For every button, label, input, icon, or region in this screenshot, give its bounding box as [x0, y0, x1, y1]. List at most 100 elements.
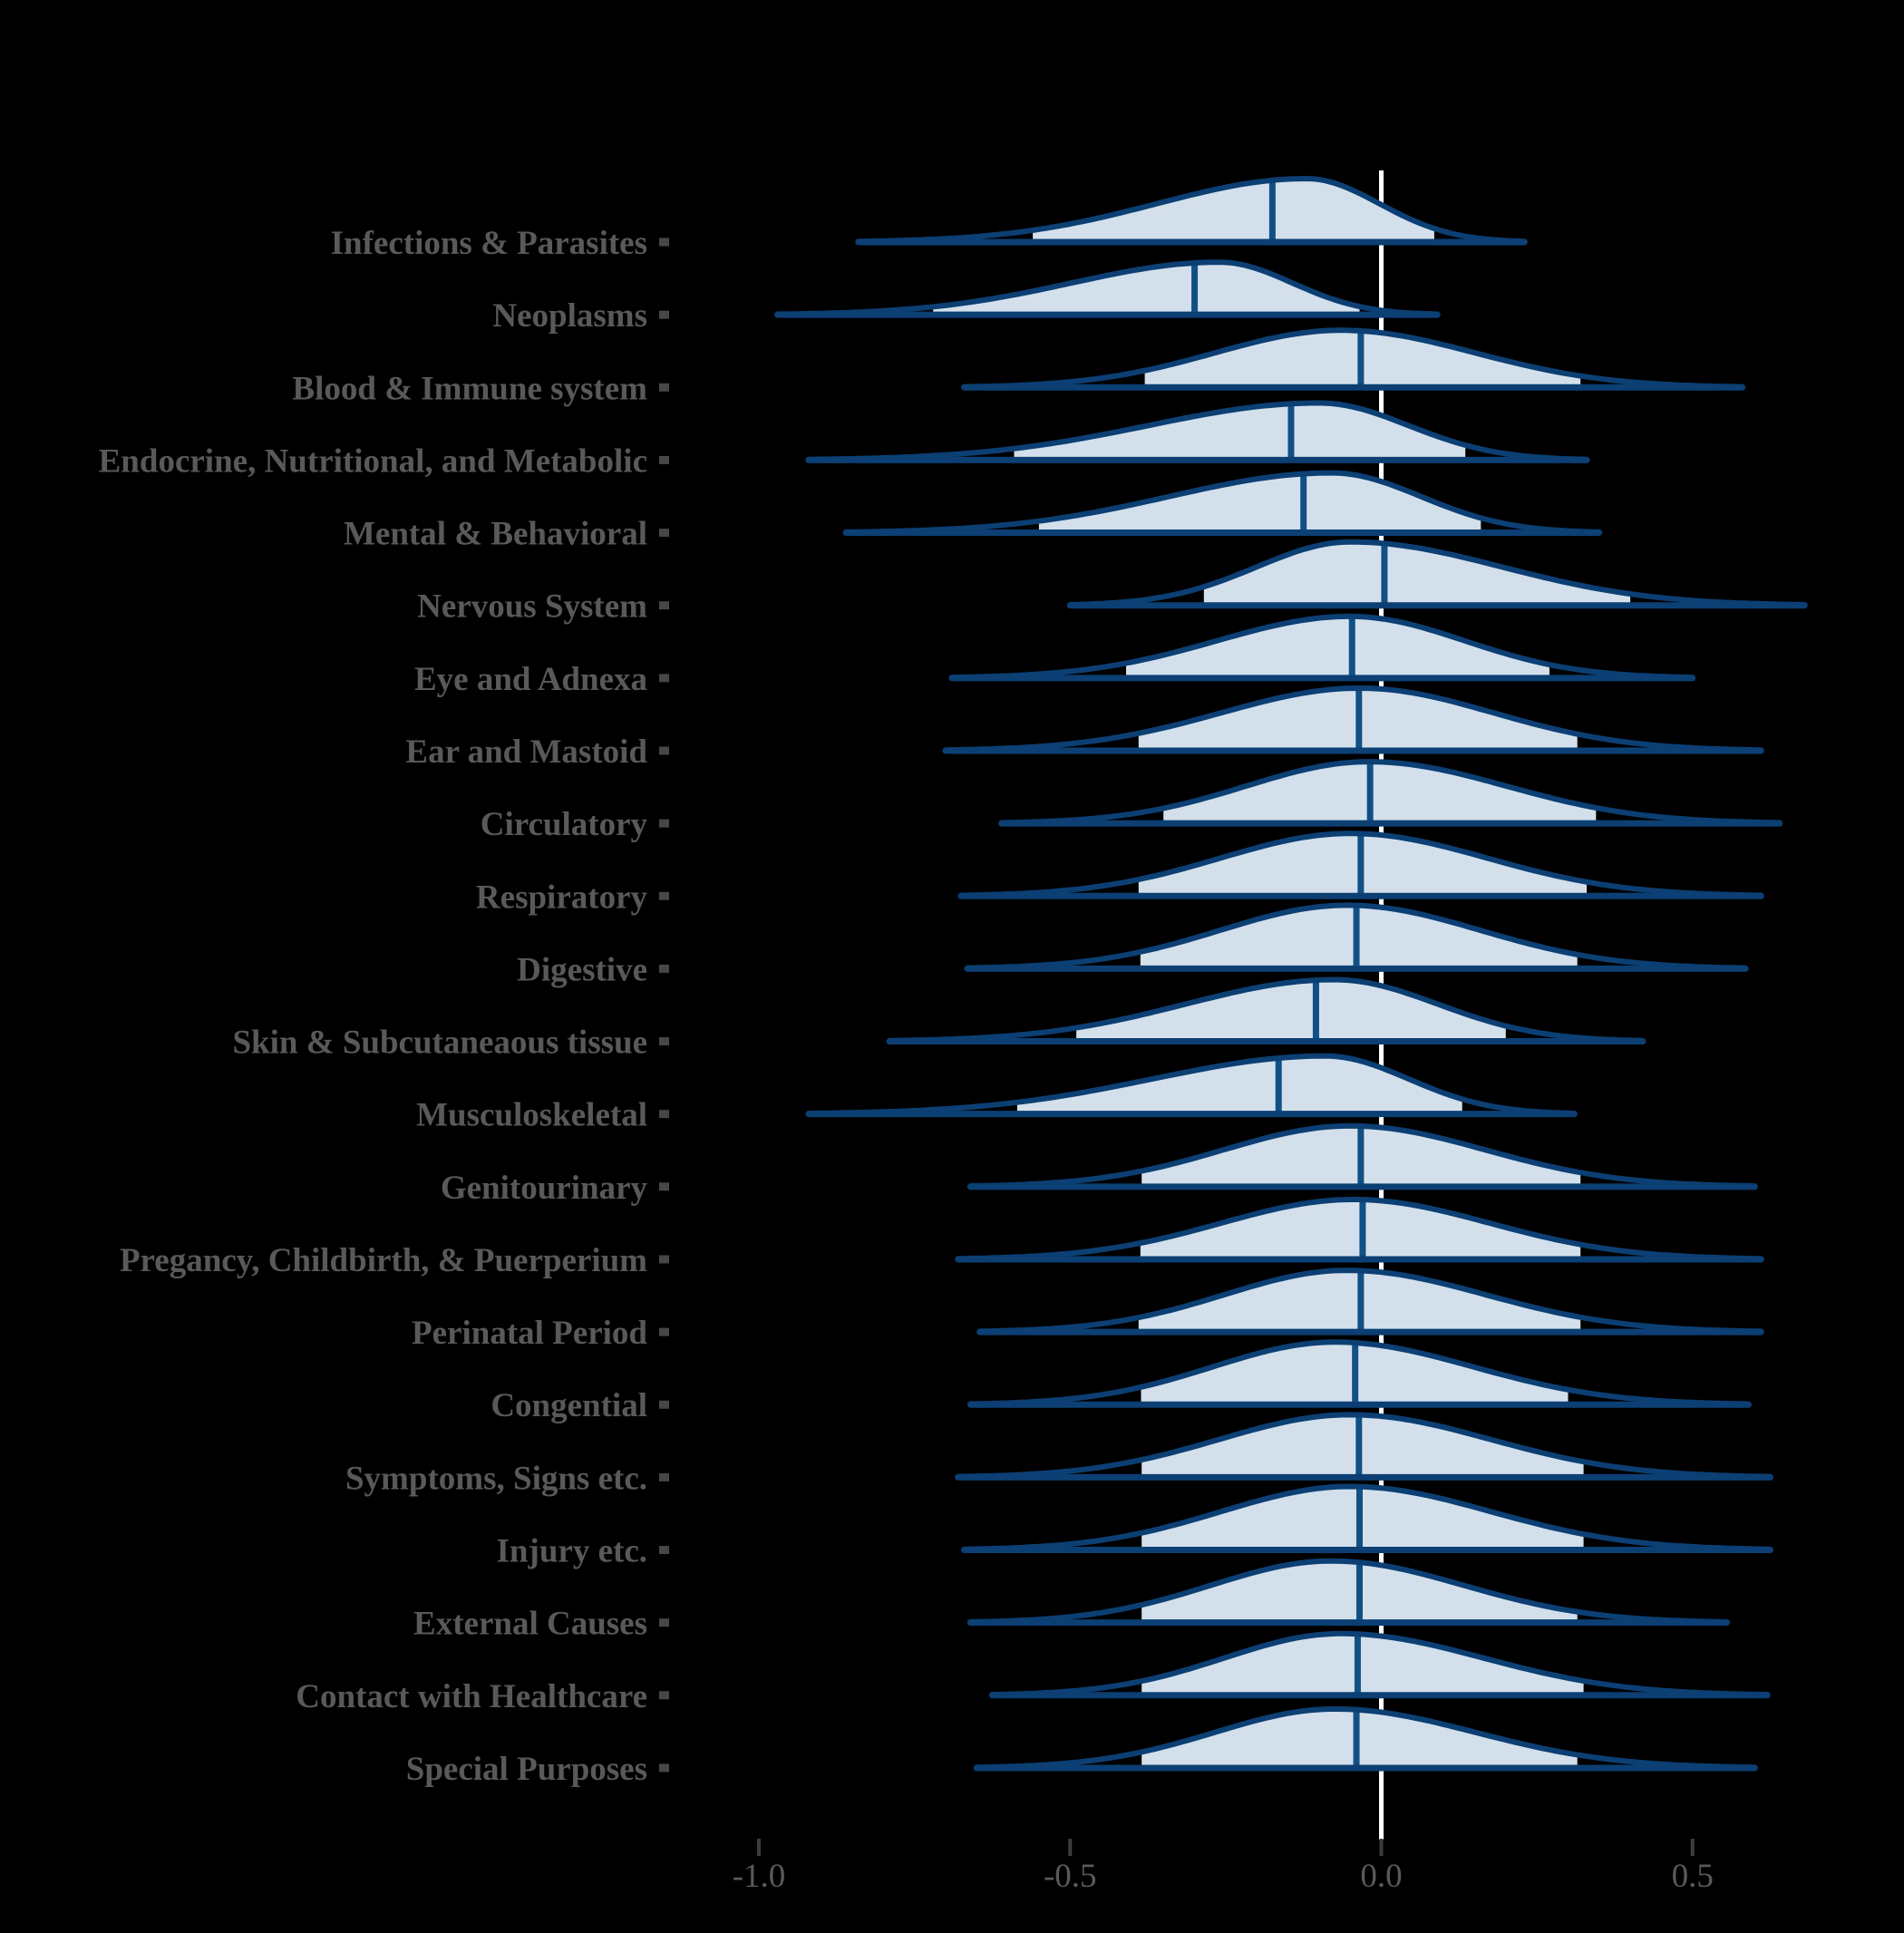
density-quantile-fill [1203, 541, 1631, 606]
x-axis-tick-label: -1.0 [733, 1858, 786, 1895]
ridge-row-injury-etc: Injury etc. [497, 1483, 1774, 1570]
ridge-row-external-causes: External Causes [413, 1558, 1731, 1643]
category-tick [659, 1110, 669, 1119]
ridgeline-chart-canvas: Infections & Parasites Neoplasms Blood & I… [99, 170, 1808, 1895]
category-tick [659, 1763, 669, 1773]
category-label-perinatal-period: Perinatal Period [412, 1315, 647, 1352]
category-label-blood-immune-system: Blood & Immune system [292, 370, 647, 407]
category-tick [659, 455, 669, 464]
density-quantile-fill [1126, 616, 1549, 678]
ridge-row-neoplasms: Neoplasms [492, 259, 1441, 335]
density-outline [948, 613, 1695, 681]
density-quantile-fill [1014, 403, 1466, 461]
density-outline [976, 1268, 1764, 1335]
ridge-row-nervous-system: Nervous System [417, 539, 1808, 626]
category-tick [659, 674, 669, 683]
category-label-mental-behavioral: Mental & Behavioral [344, 516, 647, 553]
category-label-contact-with-healthcare: Contact with Healthcare [296, 1678, 647, 1715]
x-axis-tick-label: 0.5 [1672, 1858, 1714, 1895]
ridge-row-musculoskeletal: Musculoskeletal [416, 1053, 1578, 1134]
density-outline [805, 1053, 1578, 1116]
density-quantile-fill [1038, 472, 1481, 533]
category-label-infections-parasites: Infections & Parasites [331, 225, 647, 262]
density-outline [998, 759, 1783, 826]
density-outline [1067, 539, 1808, 607]
category-tick [659, 310, 669, 319]
category-tick [659, 1472, 669, 1481]
density-outline [967, 1558, 1730, 1625]
category-tick [659, 1546, 669, 1555]
category-label-eye-and-adnexa: Eye and Adnexa [414, 661, 647, 698]
density-outline [774, 259, 1441, 317]
category-label-nervous-system: Nervous System [417, 588, 647, 626]
category-label-pregancy-childbirth-puerperium: Pregancy, Childbirth, & Puerperium [120, 1242, 647, 1279]
ridge-row-perinatal-period: Perinatal Period [412, 1268, 1764, 1352]
ridge-row-digestive: Digestive [517, 902, 1749, 988]
density-quantile-fill [1163, 762, 1597, 824]
density-outline [961, 1483, 1773, 1552]
category-label-digestive: Digestive [517, 951, 647, 988]
ridgeline-chart-figure: Infections & Parasites Neoplasms Blood & I… [36, 15, 1904, 1918]
category-label-external-causes: External Causes [413, 1606, 647, 1643]
category-tick [659, 1327, 669, 1336]
category-label-special-purposes: Special Purposes [406, 1751, 647, 1788]
ridge-row-ear-and-mastoid: Ear and Mastoid [405, 685, 1764, 771]
ridge-row-mental-behavioral: Mental & Behavioral [344, 470, 1603, 553]
density-outline [961, 327, 1745, 390]
x-axis: -1.0 -0.5 0.0 0.5 [733, 1839, 1714, 1895]
density-quantile-fill [1076, 979, 1506, 1042]
density-outline [967, 1122, 1758, 1190]
ridge-row-endocrine-nutritional-and-metabolic: Endocrine, Nutritional, and Metabolic [99, 400, 1590, 480]
ridge-row-special-purposes: Special Purposes [406, 1706, 1758, 1788]
density-outline [805, 400, 1589, 462]
category-label-symptoms-signs-etc: Symptoms, Signs etc. [345, 1460, 647, 1497]
ridge-row-pregancy-childbirth-puerperium: Pregancy, Childbirth, & Puerperium [120, 1197, 1764, 1279]
density-outline [974, 1706, 1758, 1771]
category-tick [659, 1400, 669, 1409]
density-outline [958, 831, 1764, 899]
category-label-genitourinary: Genitourinary [441, 1170, 648, 1207]
density-quantile-fill [933, 262, 1360, 316]
category-label-endocrine-nutritional-and-metabolic: Endocrine, Nutritional, and Metabolic [99, 442, 647, 480]
ridge-row-eye-and-adnexa: Eye and Adnexa [414, 613, 1696, 698]
category-label-musculoskeletal: Musculoskeletal [416, 1097, 647, 1134]
ridge-row-genitourinary: Genitourinary [441, 1122, 1758, 1207]
category-label-skin-subcutaneaous-tissue: Skin & Subcutaneaous tissue [232, 1025, 647, 1062]
ridge-row-skin-subcutaneaous-tissue: Skin & Subcutaneaous tissue [232, 976, 1647, 1062]
ridge-row-circulatory: Circulatory [481, 759, 1783, 843]
x-axis-tick-label: 0.0 [1360, 1858, 1402, 1895]
density-quantile-fill [1033, 179, 1434, 242]
density-outline [955, 1412, 1773, 1480]
density-outline [855, 176, 1528, 245]
category-tick [659, 1255, 669, 1264]
category-label-respiratory: Respiratory [476, 879, 648, 916]
density-quantile-fill [1141, 1633, 1584, 1695]
category-tick [659, 601, 669, 610]
category-tick [659, 1037, 669, 1046]
x-axis-tick-label: -0.5 [1044, 1858, 1097, 1895]
category-label-ear-and-mastoid: Ear and Mastoid [405, 733, 647, 771]
density-outline [967, 1339, 1752, 1407]
ridge-row-symptoms-signs-etc: Symptoms, Signs etc. [345, 1412, 1774, 1497]
category-tick [659, 1618, 669, 1627]
category-tick [659, 529, 669, 538]
category-label-circulatory: Circulatory [481, 806, 648, 843]
density-outline [843, 470, 1602, 535]
ridge-row-respiratory: Respiratory [476, 831, 1764, 916]
category-tick [659, 1182, 669, 1191]
ridge-row-contact-with-healthcare: Contact with Healthcare [296, 1630, 1771, 1715]
category-label-injury-etc: Injury etc. [497, 1533, 647, 1570]
ridge-row-infections-parasites: Infections & Parasites [331, 176, 1528, 262]
ridge-row-congential: Congential [491, 1339, 1753, 1424]
density-outline [965, 902, 1749, 971]
category-tick [659, 1691, 669, 1700]
density-outline [887, 976, 1646, 1044]
category-tick [659, 819, 669, 828]
category-label-neoplasms: Neoplasms [492, 297, 647, 335]
category-tick [659, 238, 669, 247]
category-tick [659, 964, 669, 973]
category-tick [659, 746, 669, 755]
density-quantile-fill [1016, 1055, 1462, 1114]
density-outline [943, 685, 1764, 753]
density-outline [989, 1630, 1771, 1697]
